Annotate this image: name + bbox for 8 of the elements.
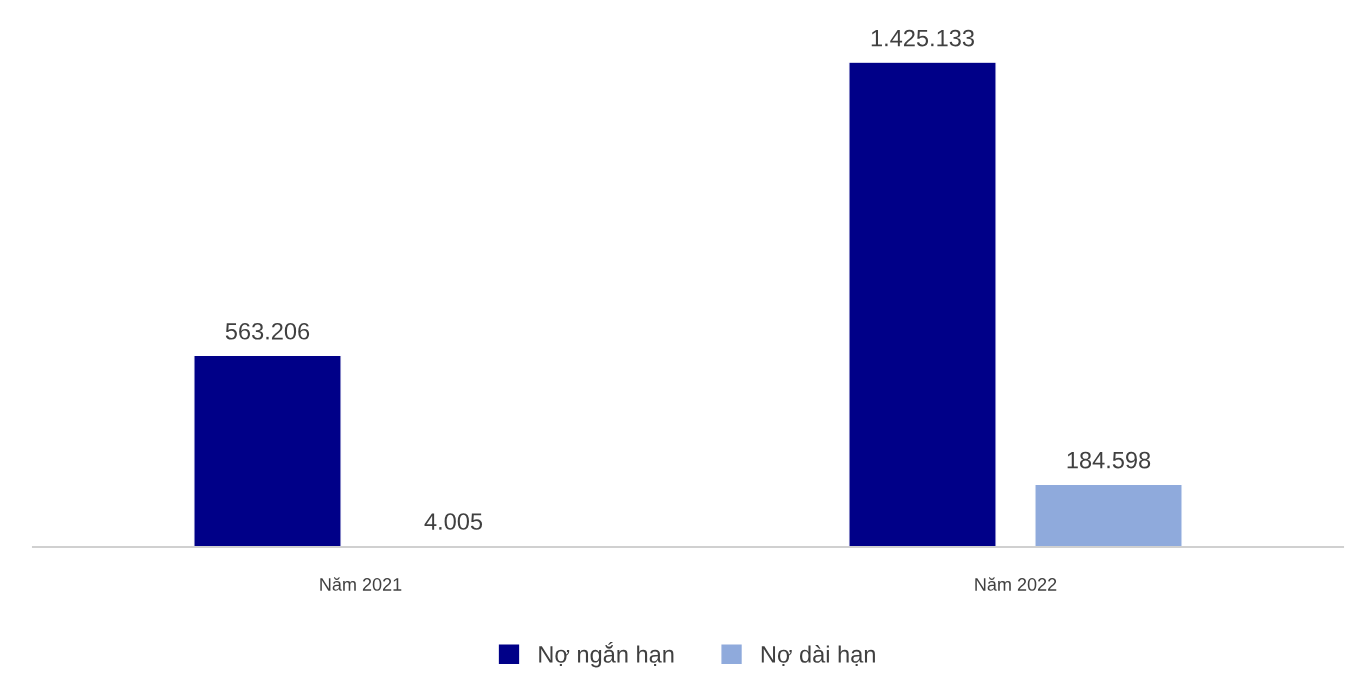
legend-label: Nợ ngắn hạn xyxy=(539,642,674,668)
legend-label: Nợ dài hạn xyxy=(761,645,875,667)
x-tick-label: Năm 2022 xyxy=(975,577,1057,591)
data-label: 1.425.133 xyxy=(871,29,974,47)
data-label: 4.005 xyxy=(424,513,483,530)
data-label: 184.598 xyxy=(1067,451,1151,469)
data-label: 563.206 xyxy=(225,322,310,340)
x-tick-label: Năm 2021 xyxy=(320,577,402,591)
